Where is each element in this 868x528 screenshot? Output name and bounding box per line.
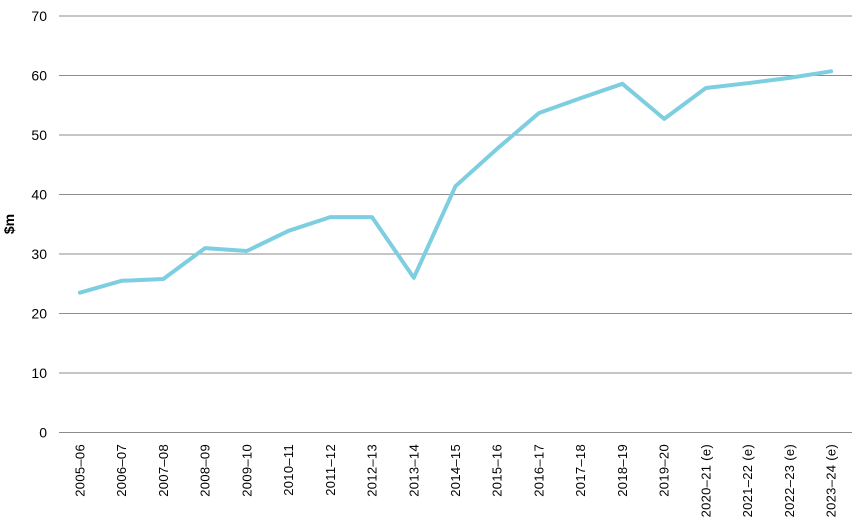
gridlines [59,15,852,433]
x-tick-label: 2014–15 [448,444,463,497]
x-tick-label: 2011–12 [323,444,338,496]
y-tick-label: 60 [31,68,47,84]
y-tick-label: 20 [31,306,47,322]
x-tick-label: 2022–23 (e) [782,444,797,517]
x-tick-label: 2018–19 [615,444,630,497]
y-tick-label: 40 [31,187,47,203]
x-tick-label: 2023–24 (e) [824,444,839,517]
x-tick-label: 2015–16 [490,444,505,497]
y-tick-label: 30 [31,246,47,262]
x-tick-label: 2009–10 [239,444,254,497]
x-tick-label: 2007–08 [156,444,171,497]
x-tick-label: 2016–17 [531,444,546,497]
x-tick-label: 2005–06 [72,444,87,497]
x-tick-label: 2008–09 [198,444,213,497]
x-tick-label: 2019–20 [657,444,672,497]
y-tick-label: 70 [31,8,47,24]
x-axis-tick-labels: 2005–06 2006–07 2007–08 2008–09 2009–10 2010–… [72,444,838,517]
y-tick-label: 0 [39,425,47,441]
y-axis-tick-labels: 0 10 20 30 40 50 60 70 [31,8,47,441]
y-axis-title: $m [1,214,17,234]
x-tick-label: 2017–18 [573,444,588,497]
x-tick-label: 2020–21 (e) [698,444,713,517]
x-tick-label: 2013–14 [406,444,421,497]
x-tick-label: 2006–07 [114,444,129,497]
y-tick-label: 50 [31,127,47,143]
y-tick-label: 10 [31,365,47,381]
x-tick-label: 2021–22 (e) [740,444,755,517]
x-tick-label: 2012–13 [365,444,380,497]
data-series-line [77,69,834,295]
x-tick-label: 2010–11 [281,444,296,496]
